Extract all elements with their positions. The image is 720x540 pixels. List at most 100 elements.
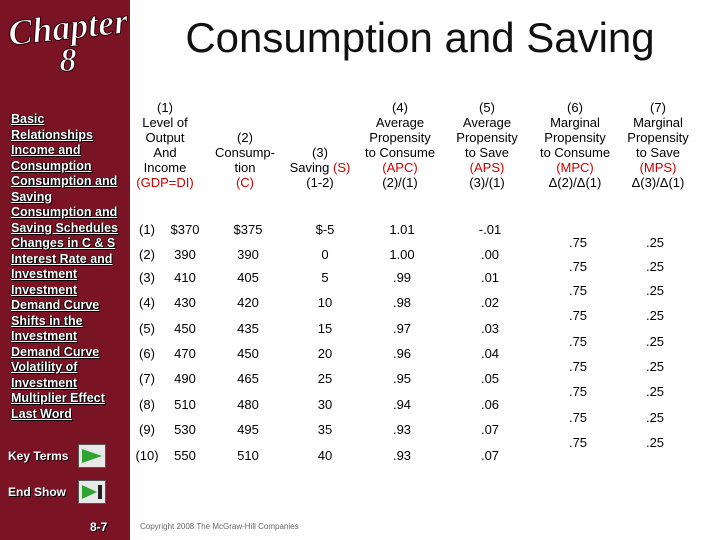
header-line: Income (115, 160, 215, 175)
table-cell: .07 (480, 422, 500, 437)
marginal-cell: .25 (645, 333, 665, 349)
header-symbol: (MPS) (639, 160, 677, 175)
table-cell: $370 (170, 222, 200, 237)
header-number: (7) (650, 100, 666, 115)
table-cell: 5 (321, 270, 329, 285)
end-bar (98, 485, 102, 499)
header-number: (5) (479, 100, 495, 115)
header-text: Marginal (550, 115, 600, 130)
table-cell: 15 (317, 321, 333, 336)
header-formula: (1-2) (306, 175, 334, 190)
nav-link[interactable]: Volatility of Investment (11, 360, 78, 390)
header-formula: Δ(3)/Δ(1) (631, 175, 685, 190)
header-line: to Consume (525, 145, 625, 160)
header-text: tion (234, 160, 256, 175)
nav-link[interactable]: Multiplier Effect (11, 391, 105, 405)
table-cell: 435 (237, 321, 259, 336)
header-text: Propensity (627, 130, 689, 145)
header-symbol: (GDP=DI) (136, 175, 194, 190)
key-terms-button[interactable] (78, 444, 106, 468)
header-line: to Save (437, 145, 537, 160)
table-cell: 430 (174, 295, 196, 310)
row-label: (4) (139, 295, 155, 310)
header-text: And (153, 145, 177, 160)
header-number: (4) (392, 100, 408, 115)
header-line: Propensity (525, 130, 625, 145)
header-line: And (115, 145, 215, 160)
marginal-cell: .75 (568, 409, 588, 425)
table-cell: 1.01 (389, 222, 415, 237)
sidebar: Chapter 8 Basic Relationships Income and … (0, 0, 130, 540)
table-cell: 10 (317, 295, 333, 310)
header-line: tion (195, 160, 295, 175)
table-cell: .07 (480, 448, 500, 463)
header-symbol: (APS) (469, 160, 505, 175)
header-formula: Δ(2)/Δ(1) (548, 175, 602, 190)
header-line: Output (115, 130, 215, 145)
nav-link[interactable]: Income and Consumption (11, 143, 92, 173)
table-cell: 1.00 (389, 247, 415, 262)
marginal-cell: .75 (568, 384, 588, 399)
table-cell: .99 (392, 270, 412, 285)
column-header: (1) Level of Output And Income (GDP=DI) (115, 100, 215, 190)
table-cell: -.01 (478, 222, 502, 237)
row-label: (5) (139, 321, 155, 336)
nav-link[interactable]: Changes in C & S (11, 236, 116, 250)
table-cell: 25 (317, 371, 333, 386)
row-label: (6) (139, 346, 155, 361)
header-line: Level of (115, 115, 215, 130)
table-cell: .96 (392, 346, 412, 361)
marginal-cell: .25 (645, 435, 665, 450)
table-cell: $375 (233, 222, 263, 237)
nav-link[interactable]: Interest Rate and Investment (11, 251, 113, 282)
nav-link[interactable]: Consumption and Saving Schedules (11, 205, 118, 235)
header-text: Income (143, 160, 187, 175)
row-label: (1) (139, 222, 155, 237)
header-text: to Save (635, 145, 681, 160)
column-header: (5) Average Propensity to Save (APS) (3)/(1) (437, 100, 537, 190)
header-text: Average (462, 115, 512, 130)
header-formula: (3)/(1) (469, 175, 505, 190)
header-text: Saving (289, 160, 330, 175)
table-cell: 470 (174, 346, 196, 361)
logo: Chapter 8 (6, 0, 131, 80)
header-symbol: (MPC) (556, 160, 594, 175)
table-cell: 450 (174, 321, 196, 336)
marginal-cell: .75 (568, 358, 588, 374)
end-icon (82, 485, 97, 499)
nav-link[interactable]: Shifts in the Investment Demand Curve (11, 313, 100, 359)
end-show-button[interactable] (78, 480, 106, 504)
marginal-cell: .25 (645, 358, 665, 374)
header-number: (3) (312, 145, 328, 160)
nav-link[interactable]: Investment Demand Curve (11, 282, 100, 313)
header-line: Consump- (195, 145, 295, 160)
table-cell: 405 (237, 270, 259, 285)
table-cell: 480 (237, 397, 259, 412)
row-label: (10) (135, 448, 159, 463)
row-label: (3) (139, 270, 155, 285)
header-symbol: (C) (235, 175, 255, 190)
row-label: (7) (139, 371, 155, 386)
marginal-cell: .75 (568, 282, 588, 298)
nav-link[interactable]: Last Word (11, 406, 72, 421)
header-line: Average (350, 115, 450, 130)
table-cell: 35 (317, 422, 333, 437)
header-line: Average (437, 115, 537, 130)
logo-number: 8 (59, 42, 77, 80)
nav-link[interactable]: Basic Relationships (11, 112, 93, 142)
header-text: Propensity (369, 130, 431, 145)
nav-link[interactable]: Consumption and Saving (11, 174, 118, 204)
marginal-cell: .25 (645, 384, 665, 399)
header-line: to Consume (350, 145, 450, 160)
header-text: Propensity (456, 130, 518, 145)
key-terms-label: Key Terms (8, 449, 69, 463)
row-label: (8) (139, 397, 155, 412)
header-text: Level of (142, 115, 188, 130)
end-show-label: End Show (8, 485, 66, 499)
table-cell: 410 (174, 270, 196, 285)
column-header: (2) Consump-tion (C) (195, 130, 295, 190)
table-cell: $-5 (315, 222, 335, 237)
header-line: Propensity (350, 130, 450, 145)
header-formula: (2)/(1) (382, 175, 418, 190)
